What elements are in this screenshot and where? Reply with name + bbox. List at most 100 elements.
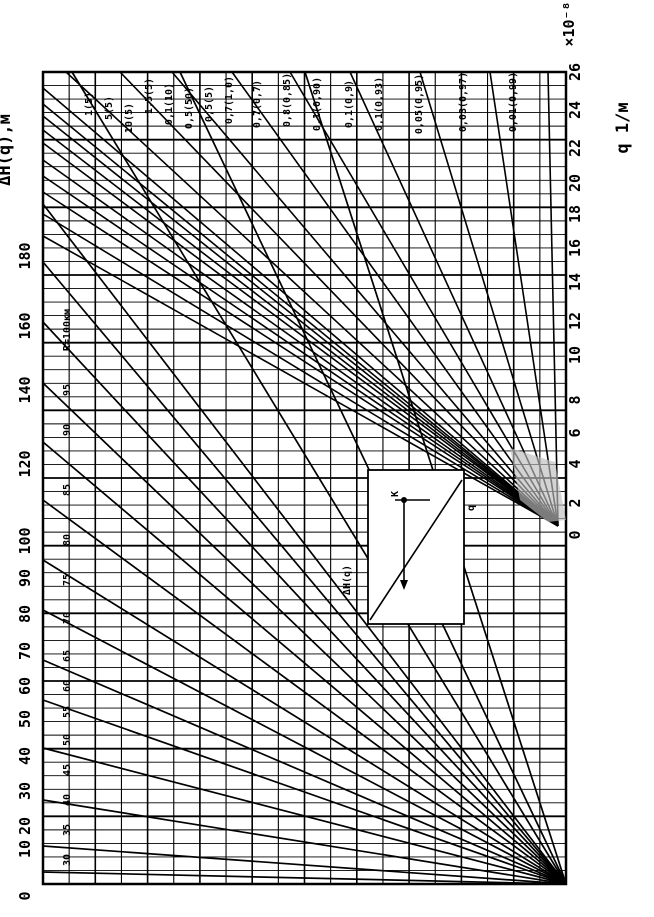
x-tick-label: 100	[16, 527, 34, 554]
x-tick-label: 30	[16, 782, 34, 800]
series-line-upper	[42, 87, 559, 527]
lower-family-label: 85	[62, 484, 73, 496]
upper-family-label: 0,7(0,7)	[252, 80, 263, 128]
series-line-lower	[42, 871, 567, 885]
series-line-upper	[42, 191, 559, 527]
inset-arrow-head	[400, 580, 408, 590]
shaded-area	[510, 448, 566, 522]
y-tick-label: 4	[566, 459, 584, 468]
upper-family-label: 10(5)	[124, 103, 135, 133]
upper-family-label: 1(5)	[84, 92, 95, 116]
inset-point-label: K	[390, 491, 401, 497]
series-line-upper	[42, 115, 559, 527]
series-line-upper	[419, 71, 559, 527]
lower-family-label: 75	[62, 574, 73, 586]
x-tick-label: 20	[16, 817, 34, 835]
series-line-lower	[42, 609, 567, 885]
upper-family-label: 0,5(50)	[184, 87, 195, 129]
series-line-upper	[119, 71, 559, 527]
x-tick-label: 50	[16, 710, 34, 728]
x-tick-label: 0	[16, 891, 34, 900]
series-line-upper	[42, 142, 559, 527]
lower-family-label: 40	[62, 794, 73, 806]
x-tick-label: 90	[16, 569, 34, 587]
lower-family-label: 55	[62, 706, 73, 718]
series-line-upper	[42, 159, 559, 527]
x-tick-label: 180	[16, 242, 34, 269]
upper-family-label: 0,1(10)	[164, 83, 175, 125]
inset-y-label: q	[466, 505, 477, 511]
y-tick-label: 24	[566, 101, 584, 119]
inset-point	[401, 497, 407, 503]
x-tick-label: 120	[16, 450, 34, 477]
series-line-upper	[547, 71, 559, 527]
lower-family-label: 50	[62, 734, 73, 746]
upper-family-label: 0,01(0,99)	[508, 72, 519, 132]
lower-family-label: 90	[62, 424, 73, 436]
series-line-lower	[42, 321, 567, 885]
upper-family-label: 5(5)	[104, 96, 115, 120]
x-tick-label: 40	[16, 747, 34, 765]
lower-family-label: 45	[62, 764, 73, 776]
x-axis-ticks: 0 10 20 30 40 50 60 70 80 90 100 120 140 160 180	[16, 242, 34, 900]
y-tick-label: 0	[566, 530, 584, 539]
family-labels: 30 35 40 45 50 55 60 65 70 75 80 85 90 95 R=100км 1(5) 5…	[62, 72, 519, 866]
y-tick-label: 2	[566, 498, 584, 507]
inset-line	[369, 479, 463, 621]
upper-family-label: 0,8(0,85)	[282, 73, 293, 127]
upper-family-label: 0,03(0,97)	[458, 72, 469, 132]
y-tick-label: 20	[566, 174, 584, 192]
lower-family-label: 35	[62, 824, 73, 836]
x-tick-label: 160	[16, 312, 34, 339]
axis-titles: ΔH(q),м q 1/м	[0, 102, 633, 185]
lower-family-label: 60	[62, 680, 73, 692]
series-line-lower	[42, 747, 567, 885]
series-line-upper	[489, 71, 559, 527]
series-line-lower	[42, 845, 567, 885]
y-tick-label: 10	[566, 346, 584, 364]
upper-family-label: 0,1(0,93)	[374, 77, 385, 131]
upper-family-label: 1,5(5)	[144, 78, 155, 114]
series-line-lower	[42, 559, 567, 885]
upper-family-label: 0,05(0,95)	[414, 74, 425, 134]
lower-family-label: 65	[62, 650, 73, 662]
series-line-lower	[42, 699, 567, 885]
series-line-lower	[42, 659, 567, 885]
lower-family-label: R=100км	[62, 309, 73, 351]
x-tick-label: 60	[16, 677, 34, 695]
lower-family-label: 80	[62, 534, 73, 546]
series-line-lower	[71, 71, 567, 885]
y-tick-label: 6	[566, 428, 584, 437]
chart-frame	[41, 70, 568, 886]
upper-family-label: 0,5(5)	[204, 86, 215, 122]
inset-x-label: ΔH(q)	[342, 565, 353, 595]
x-tick-label: 70	[16, 642, 34, 660]
series-line-upper	[42, 235, 559, 527]
y-axis-multiplier: ×10⁻⁸	[560, 1, 578, 46]
series-line-lower	[42, 261, 567, 885]
lower-family-label: 30	[62, 854, 73, 866]
x-axis-title: ΔH(q),м	[0, 114, 15, 186]
y-tick-label: 12	[566, 312, 584, 330]
series-line-lower	[42, 203, 567, 885]
y-tick-label: 26	[566, 63, 584, 81]
convergence-shading	[510, 448, 566, 522]
y-tick-label: 16	[566, 239, 584, 257]
y-tick-label: 22	[566, 139, 584, 157]
series-line-lower	[42, 382, 567, 885]
series-line-upper	[171, 71, 559, 527]
x-tick-label: 80	[16, 605, 34, 623]
y-axis-title: q 1/м	[613, 102, 633, 153]
series-line-upper	[42, 175, 559, 527]
series-line-lower	[42, 441, 567, 885]
series-line-upper	[42, 213, 559, 527]
series-line-lower	[42, 799, 567, 885]
series-line-upper	[42, 103, 559, 527]
lower-family-label: 70	[62, 612, 73, 624]
upper-family-label: 0,1(0,9)	[344, 80, 355, 128]
x-tick-label: 10	[16, 840, 34, 858]
series-line-upper	[231, 71, 559, 527]
inset-schematic: ΔH(q) q K	[342, 469, 477, 625]
